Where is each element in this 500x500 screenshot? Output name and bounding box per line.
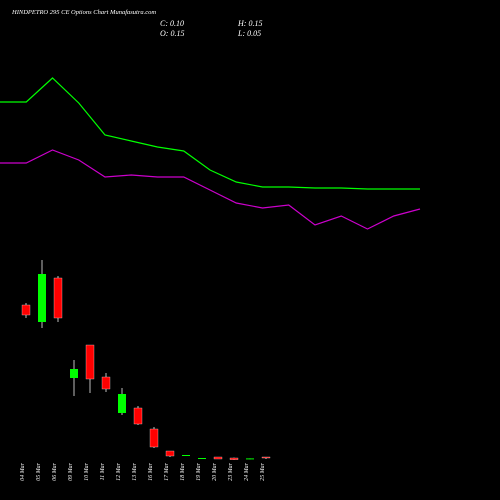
ohlc-label: O: 0.15 bbox=[160, 29, 184, 38]
x-tick-label: 05 Mar bbox=[36, 462, 42, 480]
candle-body bbox=[229, 457, 239, 460]
x-tick-label: 23 Mar bbox=[228, 462, 234, 480]
x-tick-label: 25 Mar bbox=[260, 462, 266, 480]
candle-body bbox=[21, 304, 31, 316]
x-tick-label: 13 Mar bbox=[132, 462, 138, 480]
candle-body bbox=[133, 407, 143, 425]
x-tick-label: 11 Mar bbox=[100, 462, 106, 480]
ohlc-label: L: 0.05 bbox=[237, 29, 261, 38]
candle-body bbox=[182, 455, 190, 456]
indicator-line bbox=[0, 77, 420, 190]
candle-body bbox=[38, 274, 46, 322]
x-tick-label: 09 Mar bbox=[68, 462, 74, 480]
indicator-line bbox=[0, 149, 421, 230]
candle-body bbox=[149, 428, 159, 448]
candle-body bbox=[198, 458, 206, 459]
x-tick-label: 17 Mar bbox=[164, 462, 170, 480]
x-tick-label: 19 Mar bbox=[196, 462, 202, 480]
x-tick-label: 10 Mar bbox=[84, 462, 90, 480]
x-tick-label: 16 Mar bbox=[148, 462, 154, 480]
candle-body bbox=[261, 456, 271, 459]
candle-body bbox=[246, 458, 254, 460]
x-tick-label: 06 Mar bbox=[52, 462, 58, 480]
x-tick-label: 18 Mar bbox=[180, 462, 186, 480]
candle-body bbox=[70, 369, 78, 378]
ohlc-label: H: 0.15 bbox=[237, 19, 262, 28]
candle-body bbox=[165, 450, 175, 457]
x-tick-label: 20 Mar bbox=[212, 462, 218, 480]
candle-body bbox=[53, 277, 63, 319]
candle-body bbox=[101, 376, 111, 390]
ohlc-label: C: 0.10 bbox=[160, 19, 184, 28]
candle-body bbox=[213, 456, 223, 460]
candle-body bbox=[85, 344, 95, 380]
chart-title: HINDPETRO 295 CE Options Chart Munafasut… bbox=[11, 9, 156, 16]
x-tick-label: 24 Mar bbox=[243, 462, 250, 480]
x-tick-label: 04 Mar bbox=[19, 462, 26, 480]
candle-body bbox=[118, 394, 126, 413]
x-tick-label: 12 Mar bbox=[116, 462, 122, 480]
